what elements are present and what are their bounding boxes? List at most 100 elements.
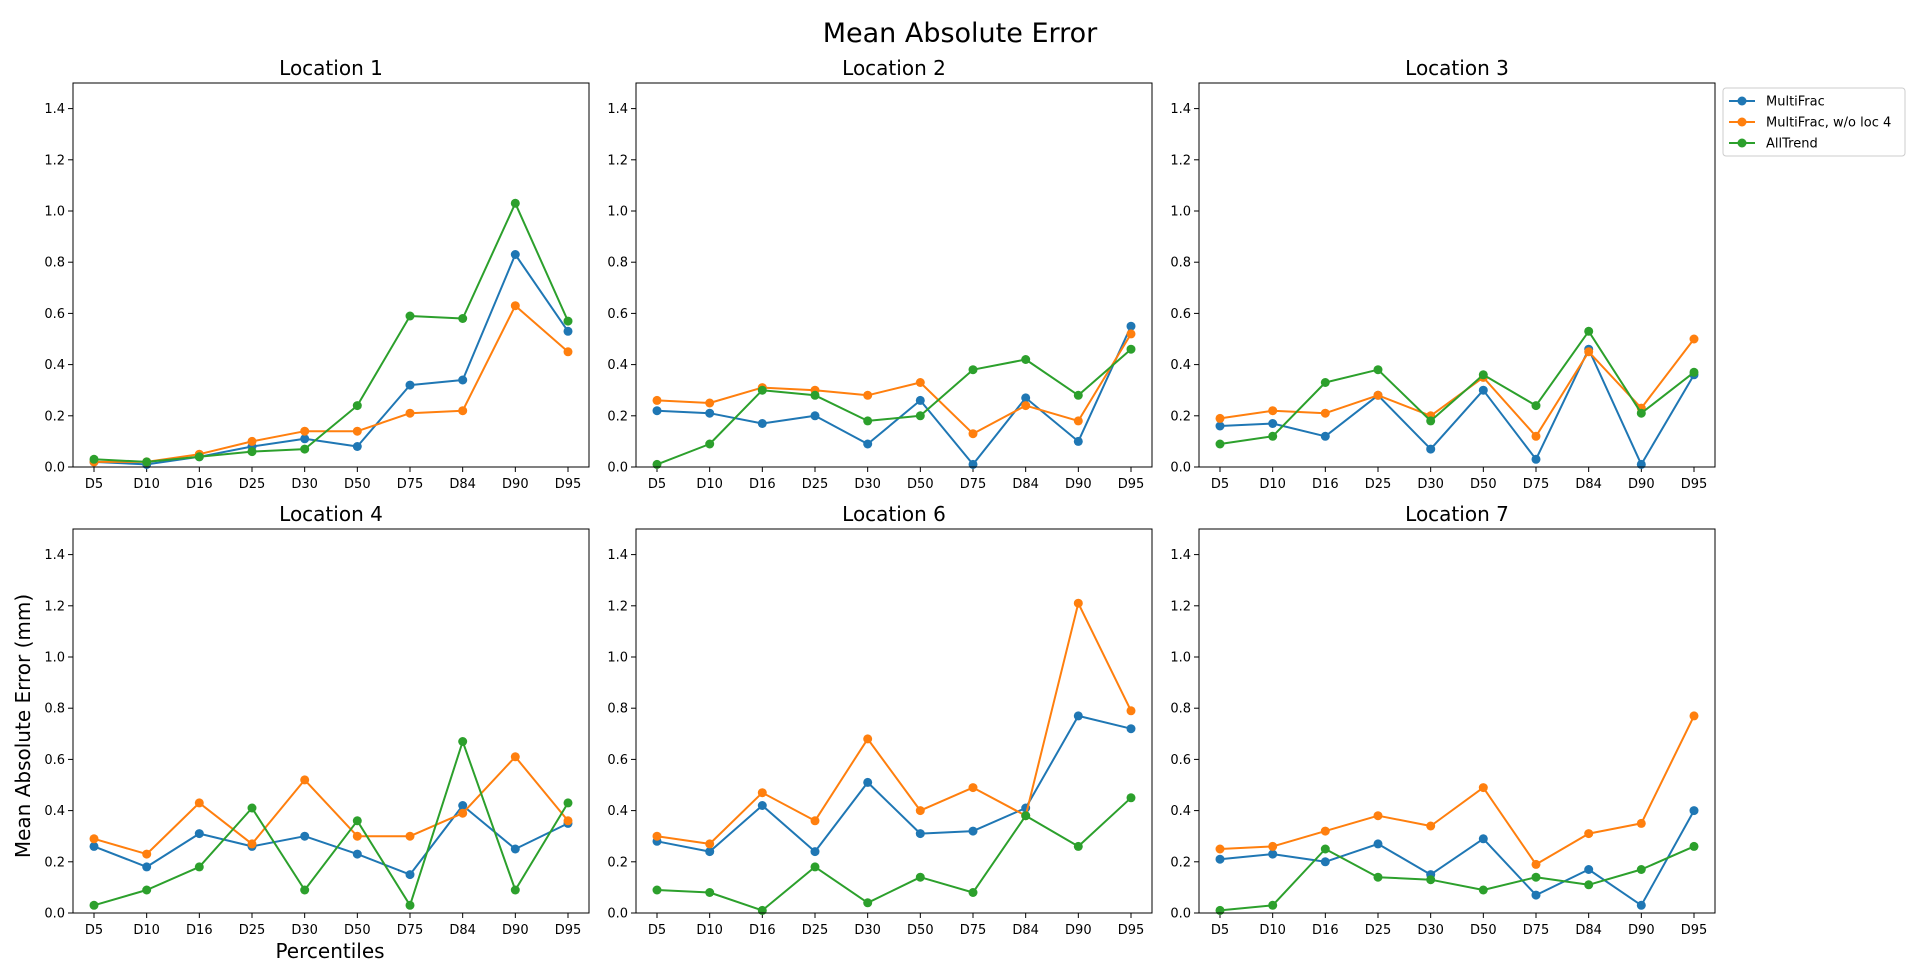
data-point-multifrac-w-o-loc-4 [563,816,573,826]
x-tick-label: D90 [1628,923,1655,938]
data-point-alltrend [89,900,99,910]
data-point-alltrend [1689,367,1699,377]
data-point-alltrend [142,885,152,895]
data-point-multifrac-w-o-loc-4 [1689,711,1699,721]
data-point-multifrac [458,801,468,810]
series-line-alltrend [1219,330,1695,445]
series-line-multifrac [1219,348,1695,466]
data-point-multifrac [352,442,362,451]
y-tick-label: 0.2 [44,855,65,870]
x-tick-label: D30 [291,923,318,938]
y-tick-label: 1.4 [44,102,65,117]
data-point-alltrend [1373,365,1383,375]
data-point-alltrend [247,803,257,813]
data-point-multifrac-w-o-loc-4 [1073,598,1083,608]
data-point-multifrac-w-o-loc-4 [563,347,573,357]
data-point-alltrend [300,885,310,895]
data-point-multifrac [510,250,520,259]
data-point-multifrac [300,831,310,841]
y-tick-label: 0.6 [44,307,65,322]
x-tick-label: D25 [1365,477,1392,492]
data-point-multifrac [1126,724,1136,734]
subplot-6: Location 7 0.0 0.2 0.4 0.6 0.8 1.0 1.2 1.4 D5 D10 D… [1170,502,1716,938]
y-tick-label: 1.0 [44,651,65,666]
y-tick-label: 0.0 [607,907,628,922]
data-point-multifrac [300,434,310,444]
data-point-multifrac [652,406,662,416]
subplot-grid: Location 1 0.0 0.2 0.4 0.6 0.8 1.0 1.2 1.4 D5 D10 D… [44,56,1716,938]
series-line-multifrac [656,714,1132,853]
data-point-multifrac-w-o-loc-4 [1584,347,1594,357]
data-point-multifrac-w-o-loc-4 [1215,413,1225,423]
data-point-alltrend [89,454,99,464]
data-point-multifrac-w-o-loc-4 [1689,334,1699,344]
x-tick-label: D84 [1012,923,1039,938]
data-point-multifrac-w-o-loc-4 [405,408,415,418]
x-tick-label: D16 [1312,923,1339,938]
x-tick-label: D30 [291,477,318,492]
y-tick-label: 1.0 [607,651,628,666]
data-point-multifrac [968,826,978,836]
data-point-alltrend [652,885,662,895]
x-tick-label: D16 [749,923,776,938]
x-tick-label: D95 [555,477,582,492]
y-tick-label: 0.2 [1170,855,1191,870]
data-point-alltrend [1584,326,1594,336]
y-tick-label: 0.8 [1170,256,1191,271]
subplot-2: Location 2 0.0 0.2 0.4 0.6 0.8 1.0 1.2 1.4 D5 D10 D… [607,56,1153,492]
x-tick-label: D10 [1259,923,1286,938]
data-point-multifrac [510,844,520,854]
data-point-multifrac [1478,834,1488,844]
series-line-alltrend [93,202,569,463]
x-tick-label: D16 [1312,477,1339,492]
data-point-multifrac [352,849,362,859]
data-point-alltrend [863,898,873,908]
data-point-alltrend [1689,841,1699,851]
data-point-alltrend [1073,390,1083,400]
x-tick-label: D50 [344,477,371,492]
y-tick-label: 0.6 [607,753,628,768]
data-point-alltrend [705,888,715,897]
x-tick-label: D5 [1211,923,1229,938]
data-point-multifrac [915,829,925,839]
subplot-title: Location 3 [1405,56,1509,80]
data-point-multifrac [142,862,152,872]
x-tick-label: D75 [397,477,424,492]
data-point-multifrac-w-o-loc-4 [1373,390,1383,400]
x-tick-label: D25 [239,477,266,492]
data-point-multifrac [405,870,415,880]
y-tick-label: 1.2 [607,153,628,168]
data-point-alltrend [510,198,520,208]
data-point-alltrend [458,314,468,323]
y-tick-label: 0.0 [44,907,65,922]
x-tick-label: D10 [133,477,160,492]
data-point-alltrend [1373,872,1383,882]
y-tick-label: 0.0 [1170,461,1191,476]
data-point-alltrend [810,862,820,872]
x-tick-label: D84 [1575,923,1602,938]
plot-frame [72,82,590,468]
plot-frame [635,528,1153,914]
data-point-multifrac [1215,854,1225,864]
data-point-multifrac [1636,459,1646,469]
data-point-multifrac-w-o-loc-4 [352,426,362,436]
series-line-multifrac [656,325,1132,466]
data-point-multifrac [757,801,767,810]
y-tick-label: 1.2 [1170,599,1191,614]
x-tick-label: D25 [239,923,266,938]
y-tick-label: 0.2 [1170,409,1191,424]
data-point-multifrac-w-o-loc-4 [458,808,468,818]
data-point-multifrac-w-o-loc-4 [1268,406,1278,416]
data-point-alltrend [968,365,978,375]
y-tick-label: 0.4 [607,358,628,373]
y-tick-label: 0.8 [607,702,628,717]
data-point-multifrac [563,326,573,336]
data-point-multifrac-w-o-loc-4 [247,436,257,446]
data-point-multifrac-w-o-loc-4 [968,429,978,439]
data-point-alltrend [1268,900,1278,910]
series-line-alltrend [656,348,1132,466]
x-tick-label: D75 [397,923,424,938]
data-point-multifrac-w-o-loc-4 [510,301,520,311]
data-point-multifrac [863,777,873,787]
data-point-multifrac-w-o-loc-4 [1478,783,1488,793]
